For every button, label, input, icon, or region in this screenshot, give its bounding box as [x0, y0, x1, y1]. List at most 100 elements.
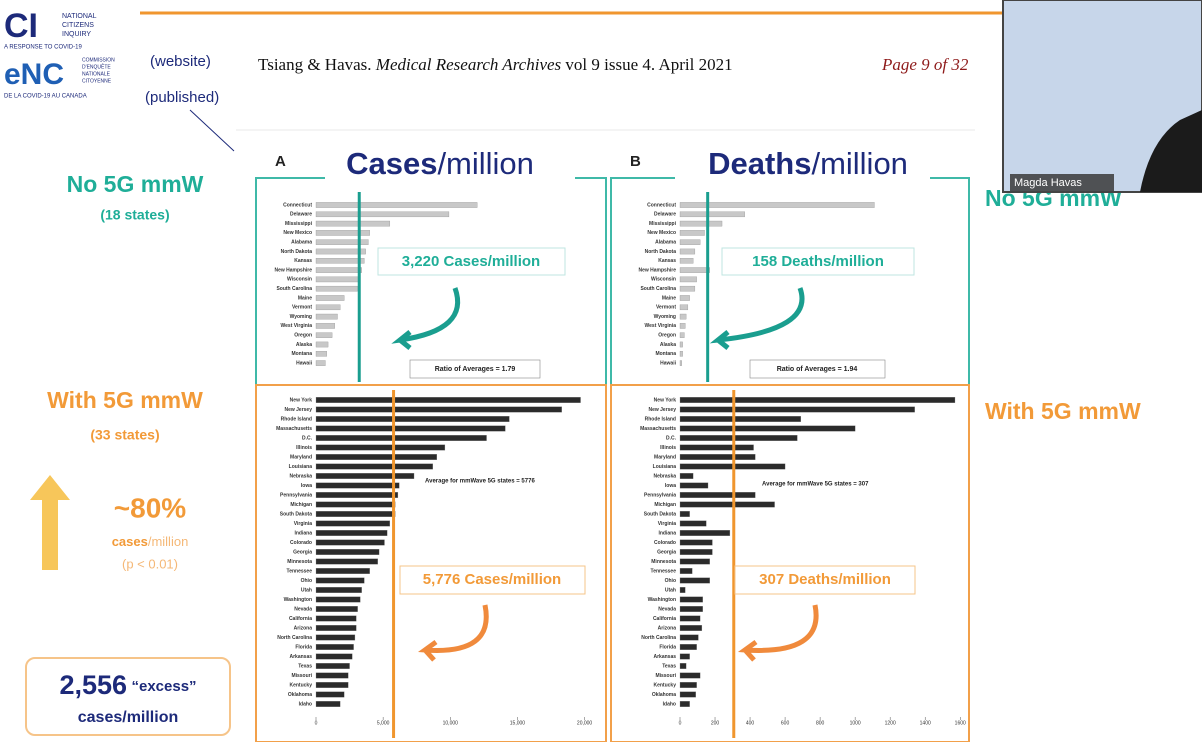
- bar: [316, 212, 449, 217]
- average-label: Average for mmWave 5G states = 5776: [425, 479, 535, 485]
- bar: [316, 692, 344, 698]
- bar: [680, 492, 755, 498]
- category-label: Nevada: [658, 606, 676, 612]
- title-rest: /million: [811, 146, 907, 181]
- category-label: Michigan: [654, 502, 676, 508]
- bar: [680, 426, 855, 432]
- bar: [680, 212, 745, 217]
- category-label: Delaware: [290, 212, 312, 218]
- logo-caption: COMMISSION: [82, 57, 115, 63]
- category-label: South Carolina: [276, 286, 312, 292]
- with-5g-count: (33 states): [90, 427, 159, 443]
- increase: ~80%: [114, 492, 186, 523]
- category-label: Florida: [295, 644, 312, 650]
- category-label: California: [289, 616, 312, 622]
- category-label: Missouri: [291, 673, 312, 679]
- bar: [316, 578, 364, 584]
- bar: [316, 258, 364, 263]
- category-label: Montana: [655, 351, 676, 357]
- bar: [680, 361, 682, 366]
- category-label: Texas: [662, 663, 676, 669]
- footnote: Ratio of Averages = 1.79: [435, 366, 516, 373]
- bar: [316, 540, 384, 546]
- category-label: Louisiana: [289, 464, 313, 470]
- bar: [316, 559, 378, 565]
- category-label: North Dakota: [281, 249, 313, 255]
- category-label: Montana: [291, 351, 312, 357]
- bar: [316, 549, 379, 555]
- bar: [680, 333, 684, 338]
- category-label: Connecticut: [647, 202, 676, 208]
- category-label: South Carolina: [640, 286, 676, 292]
- bar: [316, 673, 348, 679]
- category-label: North Carolina: [641, 635, 676, 641]
- category-label: Mississippi: [285, 221, 313, 227]
- bar: [316, 230, 370, 235]
- bar: [680, 673, 700, 679]
- bar: [316, 473, 414, 479]
- bar: [316, 682, 348, 688]
- category-label: Minnesota: [287, 559, 312, 565]
- x-tick-label: 400: [746, 720, 755, 726]
- x-tick-label: 1400: [920, 720, 931, 726]
- x-tick-label: 0: [315, 720, 318, 726]
- page-number: Page 9 of 32: [881, 55, 969, 74]
- excess-word: “excess”: [131, 678, 196, 695]
- journal: Medical Research Archives: [375, 55, 562, 74]
- category-label: Oklahoma: [288, 692, 312, 698]
- category-label: Rhode Island: [645, 416, 676, 422]
- bar: [316, 286, 358, 291]
- bar: [680, 635, 698, 641]
- bar: [316, 333, 332, 338]
- category-label: Nevada: [294, 606, 312, 612]
- bar: [316, 277, 360, 282]
- x-tick-label: 800: [816, 720, 825, 726]
- x-tick-label: 1600: [955, 720, 966, 726]
- bar: [680, 606, 703, 612]
- note: (published): [145, 89, 219, 106]
- callout: 3,220 Cases/million: [402, 253, 540, 270]
- category-label: California: [653, 616, 676, 622]
- citation: Tsiang & Havas. Medical Research Archive…: [258, 55, 733, 74]
- bar: [680, 502, 775, 508]
- category-label: Arkansas: [289, 654, 312, 660]
- bar: [316, 314, 337, 319]
- category-label: Michigan: [290, 502, 312, 508]
- bar: [316, 435, 487, 441]
- bar: [680, 454, 755, 460]
- category-label: Minnesota: [651, 559, 676, 565]
- category-label: Hawaii: [296, 360, 312, 366]
- bar: [680, 314, 686, 319]
- category-label: Ohio: [665, 578, 676, 584]
- category-label: Massachusetts: [640, 426, 676, 432]
- bar: [680, 305, 688, 310]
- bar: [316, 568, 370, 574]
- bar: [316, 221, 390, 226]
- x-tick-label: 5,000: [377, 720, 390, 726]
- category-label: Hawaii: [660, 360, 676, 366]
- bar: [680, 587, 685, 593]
- bar: [680, 286, 695, 291]
- bar: [680, 559, 710, 565]
- bar: [680, 268, 710, 273]
- bar: [316, 295, 344, 300]
- bar: [680, 530, 730, 536]
- category-label: Indiana: [658, 530, 676, 536]
- category-label: Washington: [648, 597, 676, 603]
- bar: [680, 663, 686, 669]
- category-label: Florida: [659, 644, 676, 650]
- logo-caption: CITIZENS: [62, 22, 94, 29]
- no-5g-count: (18 states): [100, 207, 169, 223]
- x-tick-label: 20,000: [577, 720, 593, 726]
- logo-tagline: DE LA COVID-19 AU CANADA: [4, 94, 87, 100]
- panel-letter: A: [275, 153, 286, 170]
- bar: [316, 268, 362, 273]
- category-label: Iowa: [665, 483, 676, 489]
- bar: [680, 701, 690, 707]
- category-label: Wyoming: [290, 314, 312, 320]
- bar: [680, 549, 712, 555]
- x-tick-label: 600: [781, 720, 790, 726]
- bar: [316, 663, 350, 669]
- bar: [680, 682, 697, 688]
- logo-caption: CITOYENNE: [82, 78, 112, 84]
